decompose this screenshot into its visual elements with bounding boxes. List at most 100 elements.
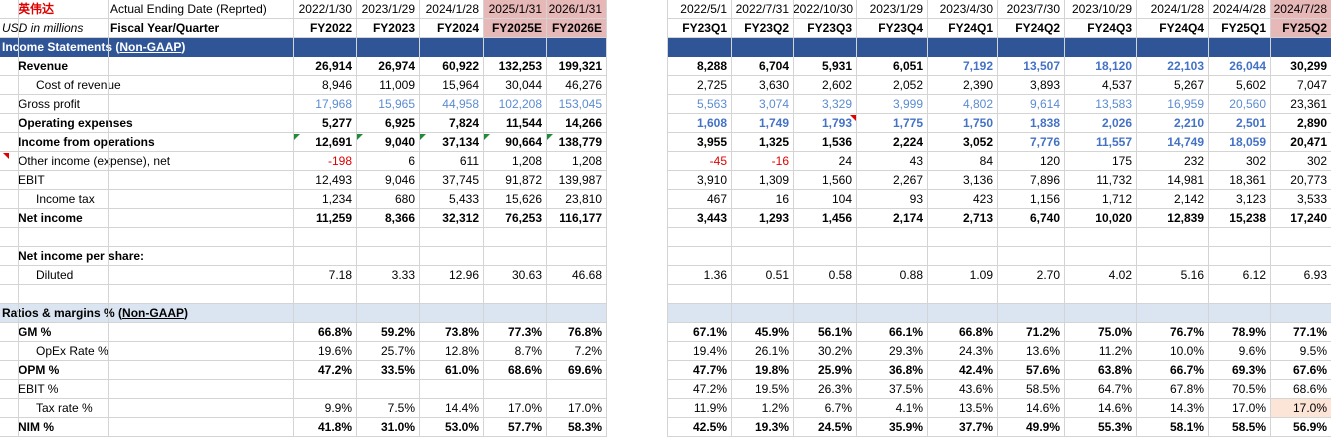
- quarter-date-cell[interactable]: 2023/4/30: [939, 2, 993, 16]
- quarter-ratio-cell[interactable]: 26.3%: [817, 382, 852, 396]
- quarter-value-cell[interactable]: 26,044: [1229, 59, 1266, 73]
- quarter-ratio-cell[interactable]: 58.1%: [1169, 420, 1204, 434]
- annual-ratio-cell[interactable]: 47.2%: [317, 363, 352, 377]
- annual-ratio-cell[interactable]: 69.6%: [567, 363, 602, 377]
- quarter-value-cell[interactable]: 30,299: [1290, 59, 1327, 73]
- annual-value-cell[interactable]: 15,626: [505, 192, 542, 206]
- annual-value-cell[interactable]: [356, 285, 419, 303]
- annual-value-cell[interactable]: 15,965: [378, 97, 415, 111]
- annual-value-cell[interactable]: [483, 247, 546, 265]
- quarter-value-cell[interactable]: 175: [1111, 154, 1132, 168]
- annual-value-cell[interactable]: 6: [408, 154, 415, 168]
- annual-value-cell[interactable]: 611: [459, 154, 479, 168]
- quarter-ratio-cell[interactable]: 45.9%: [754, 325, 789, 339]
- annual-value-cell[interactable]: [293, 247, 356, 265]
- quarter-value-cell[interactable]: [997, 247, 1064, 265]
- quarter-value-cell[interactable]: 2,142: [1173, 192, 1204, 206]
- quarter-ratio-cell[interactable]: 19.5%: [754, 382, 789, 396]
- annual-ratio-cell[interactable]: [293, 380, 356, 398]
- quarter-value-cell[interactable]: 2,725: [696, 78, 727, 92]
- quarter-value-cell[interactable]: 2,890: [1296, 116, 1327, 130]
- quarter-ratio-cell[interactable]: 43.6%: [958, 382, 993, 396]
- annual-value-cell[interactable]: 102,208: [498, 97, 542, 111]
- row-label[interactable]: [0, 228, 293, 246]
- quarter-value-cell[interactable]: 3,329: [821, 97, 852, 111]
- quarter-value-cell[interactable]: [927, 247, 997, 265]
- annual-period-header[interactable]: FY2024: [436, 21, 479, 35]
- annual-ratio-cell[interactable]: 31.0%: [380, 420, 415, 434]
- quarter-ratio-cell[interactable]: 14.6%: [1025, 401, 1060, 415]
- quarter-value-cell[interactable]: 1,749: [758, 116, 789, 130]
- quarter-value-cell[interactable]: 6.93: [1303, 268, 1327, 282]
- quarter-value-cell[interactable]: [1270, 247, 1331, 265]
- annual-value-cell[interactable]: [419, 285, 483, 303]
- quarter-ratio-cell[interactable]: 9.6%: [1238, 344, 1266, 358]
- annual-value-cell[interactable]: 3.33: [391, 268, 415, 282]
- quarter-ratio-cell[interactable]: 26.1%: [754, 344, 789, 358]
- quarter-value-cell[interactable]: 4.02: [1108, 268, 1132, 282]
- quarter-value-cell[interactable]: 1,560: [821, 173, 852, 187]
- quarter-value-cell[interactable]: 2,224: [892, 135, 923, 149]
- annual-ratio-cell[interactable]: 33.5%: [380, 363, 415, 377]
- row-label[interactable]: EBIT: [18, 173, 45, 187]
- units-label[interactable]: USD in millions: [2, 21, 84, 35]
- quarter-value-cell[interactable]: 2,174: [892, 211, 923, 225]
- annual-value-cell[interactable]: 23,810: [565, 192, 602, 206]
- quarter-value-cell[interactable]: 43: [909, 154, 923, 168]
- row-label[interactable]: Net income per share:: [18, 249, 145, 263]
- quarter-value-cell[interactable]: 5,563: [696, 97, 727, 111]
- quarter-ratio-cell[interactable]: 4.1%: [895, 401, 923, 415]
- quarter-value-cell[interactable]: 120: [1039, 154, 1060, 168]
- quarter-value-cell[interactable]: 13,583: [1095, 97, 1132, 111]
- quarter-period-header[interactable]: FY24Q3: [1087, 21, 1132, 35]
- annual-ratio-cell[interactable]: 57.7%: [507, 420, 542, 434]
- annual-value-cell[interactable]: [483, 228, 546, 246]
- quarter-ratio-cell[interactable]: 66.7%: [1169, 363, 1204, 377]
- annual-ratio-cell[interactable]: 58.3%: [567, 420, 602, 434]
- quarter-period-header[interactable]: FY25Q1: [1221, 21, 1266, 35]
- annual-ratio-cell[interactable]: 41.8%: [317, 420, 352, 434]
- quarter-ratio-cell[interactable]: 66.8%: [958, 325, 993, 339]
- quarter-value-cell[interactable]: [927, 285, 997, 303]
- quarter-value-cell[interactable]: 0.58: [828, 268, 852, 282]
- annual-value-cell[interactable]: 14,266: [565, 116, 602, 130]
- annual-value-cell[interactable]: [356, 228, 419, 246]
- annual-value-cell[interactable]: 26,914: [315, 59, 352, 73]
- quarter-date-cell[interactable]: 2023/7/30: [1006, 2, 1060, 16]
- quarter-date-cell[interactable]: 2022/5/1: [680, 2, 727, 16]
- quarter-value-cell[interactable]: 6,704: [758, 59, 789, 73]
- annual-period-header[interactable]: FY2026E: [546, 19, 606, 37]
- annual-value-cell[interactable]: 7,824: [448, 116, 479, 130]
- annual-date-cell[interactable]: 2025/1/31: [483, 0, 546, 18]
- quarter-value-cell[interactable]: 4,537: [1101, 78, 1132, 92]
- quarter-value-cell[interactable]: 1,156: [1029, 192, 1060, 206]
- quarter-value-cell[interactable]: 2,026: [1101, 116, 1132, 130]
- annual-value-cell[interactable]: 11,544: [505, 116, 542, 130]
- row-label[interactable]: Revenue: [18, 59, 69, 73]
- annual-period-header[interactable]: FY2023: [372, 21, 415, 35]
- row-label[interactable]: Diluted: [36, 268, 74, 282]
- annual-ratio-cell[interactable]: 59.2%: [380, 325, 415, 339]
- quarter-date-cell[interactable]: 2023/1/29: [869, 2, 923, 16]
- row-label[interactable]: Gross profit: [18, 97, 81, 111]
- annual-ratio-cell[interactable]: 14.4%: [444, 401, 479, 415]
- annual-value-cell[interactable]: 30.63: [511, 268, 542, 282]
- quarter-value-cell[interactable]: 3,136: [962, 173, 993, 187]
- annual-value-cell[interactable]: 139,987: [558, 173, 602, 187]
- annual-ratio-cell[interactable]: 25.7%: [380, 344, 415, 358]
- quarter-value-cell[interactable]: [1136, 285, 1208, 303]
- quarter-value-cell[interactable]: 3,910: [696, 173, 727, 187]
- annual-value-cell[interactable]: 9,046: [384, 173, 415, 187]
- quarter-value-cell[interactable]: 0.51: [765, 268, 789, 282]
- quarter-period-header[interactable]: FY23Q1: [682, 21, 727, 35]
- quarter-value-cell[interactable]: 5,602: [1235, 78, 1266, 92]
- annual-value-cell[interactable]: 76,253: [505, 211, 542, 225]
- non-gaap-link[interactable]: Non-GAAP: [122, 306, 185, 320]
- annual-value-cell[interactable]: 11,009: [379, 78, 415, 92]
- quarter-value-cell[interactable]: 2,713: [962, 211, 993, 225]
- quarter-value-cell[interactable]: 16: [775, 192, 789, 206]
- quarter-ratio-cell[interactable]: 14.6%: [1097, 401, 1132, 415]
- annual-value-cell[interactable]: 199,321: [558, 59, 602, 73]
- row-label[interactable]: OPM %: [18, 363, 60, 377]
- row-label[interactable]: NIM %: [18, 420, 54, 434]
